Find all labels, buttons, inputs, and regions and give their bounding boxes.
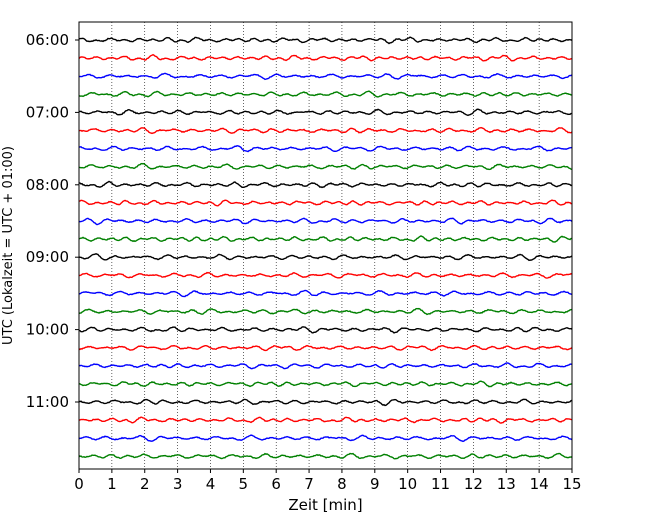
trace-0915 [78, 271, 573, 279]
x-tick-label: 3 [173, 475, 183, 493]
x-axis: 0 1 2 3 4 5 6 7 8 9 10 11 12 13 14 15 [74, 469, 582, 493]
x-tick-label: 4 [206, 475, 216, 493]
trace-0630 [78, 72, 573, 81]
trace-0645 [78, 90, 573, 98]
trace-0745 [78, 162, 573, 171]
trace-1115 [78, 416, 573, 424]
y-tick-label: 08:00 [26, 176, 69, 194]
trace-0900 [78, 253, 573, 262]
traces [78, 36, 573, 460]
x-tick-label: 5 [239, 475, 249, 493]
y-tick-label: 11:00 [26, 393, 69, 411]
x-tick-label: 6 [271, 475, 281, 493]
trace-0930 [78, 289, 573, 298]
trace-0700 [78, 108, 573, 117]
x-tick-label: 14 [530, 475, 549, 493]
trace-1015 [78, 344, 573, 352]
trace-0730 [78, 145, 573, 153]
trace-0600 [78, 36, 573, 45]
y-axis-label: UTC (Lokalzeit = UTC + 01:00) [1, 146, 16, 345]
trace-0945 [78, 307, 573, 316]
trace-0800 [78, 180, 573, 189]
y-tick-label: 10:00 [26, 321, 69, 339]
x-tick-label: 1 [107, 475, 117, 493]
x-tick-label: 9 [370, 475, 380, 493]
trace-0830 [78, 217, 573, 226]
trace-1145 [78, 452, 573, 460]
trace-1030 [78, 362, 573, 370]
x-tick-label: 10 [398, 475, 417, 493]
trace-0845 [78, 235, 573, 243]
axes-frame [78, 21, 573, 470]
x-tick-label: 13 [497, 475, 516, 493]
x-tick-label: 15 [562, 475, 581, 493]
x-tick-label: 12 [464, 475, 483, 493]
trace-1130 [78, 434, 573, 443]
x-tick-label: 0 [74, 475, 84, 493]
x-tick-label: 2 [140, 475, 150, 493]
y-tick-label: 09:00 [26, 248, 69, 266]
x-tick-label: 7 [304, 475, 314, 493]
trace-0615 [78, 53, 573, 62]
trace-1045 [78, 380, 573, 388]
x-tick-label: 8 [337, 475, 347, 493]
y-tick-label: 06:00 [26, 31, 69, 49]
y-tick-label: 07:00 [26, 103, 69, 121]
trace-1000 [78, 326, 573, 334]
trace-0815 [78, 199, 573, 207]
trace-0715 [78, 126, 573, 135]
y-axis: 06:00 07:00 08:00 09:00 10:00 11:00 [26, 31, 79, 411]
x-tick-label: 11 [431, 475, 450, 493]
grid [111, 22, 540, 469]
trace-1100 [78, 398, 573, 407]
x-axis-label: Zeit [min] [288, 496, 362, 514]
